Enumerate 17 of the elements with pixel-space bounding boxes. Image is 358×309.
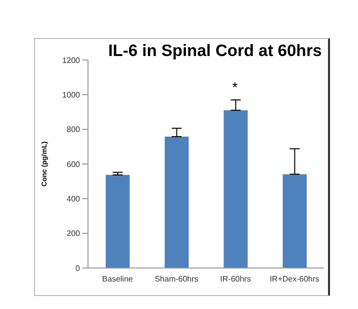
bar <box>164 136 189 268</box>
y-tick-label: 0 <box>76 264 81 273</box>
y-tick-label: 800 <box>66 125 81 134</box>
x-tick-label: IR+Dex-60hrs <box>270 274 320 284</box>
bar <box>224 110 248 268</box>
bar <box>282 174 307 268</box>
annotation: * <box>231 79 239 95</box>
x-tick-label: Baseline <box>102 274 134 284</box>
y-tick-label: 200 <box>66 229 81 238</box>
bar <box>106 174 130 268</box>
y-tick-label: 600 <box>66 160 81 169</box>
x-tick-label: Sham-60hrs <box>154 274 198 284</box>
x-tick-label: IR-60hrs <box>220 274 251 284</box>
y-tick-label: 1000 <box>62 90 81 100</box>
y-tick-label: 1200 <box>62 56 81 65</box>
y-tick-label: 400 <box>66 194 81 204</box>
chart-title: IL-6 in Spinal Cord at 60hrs <box>107 42 323 61</box>
